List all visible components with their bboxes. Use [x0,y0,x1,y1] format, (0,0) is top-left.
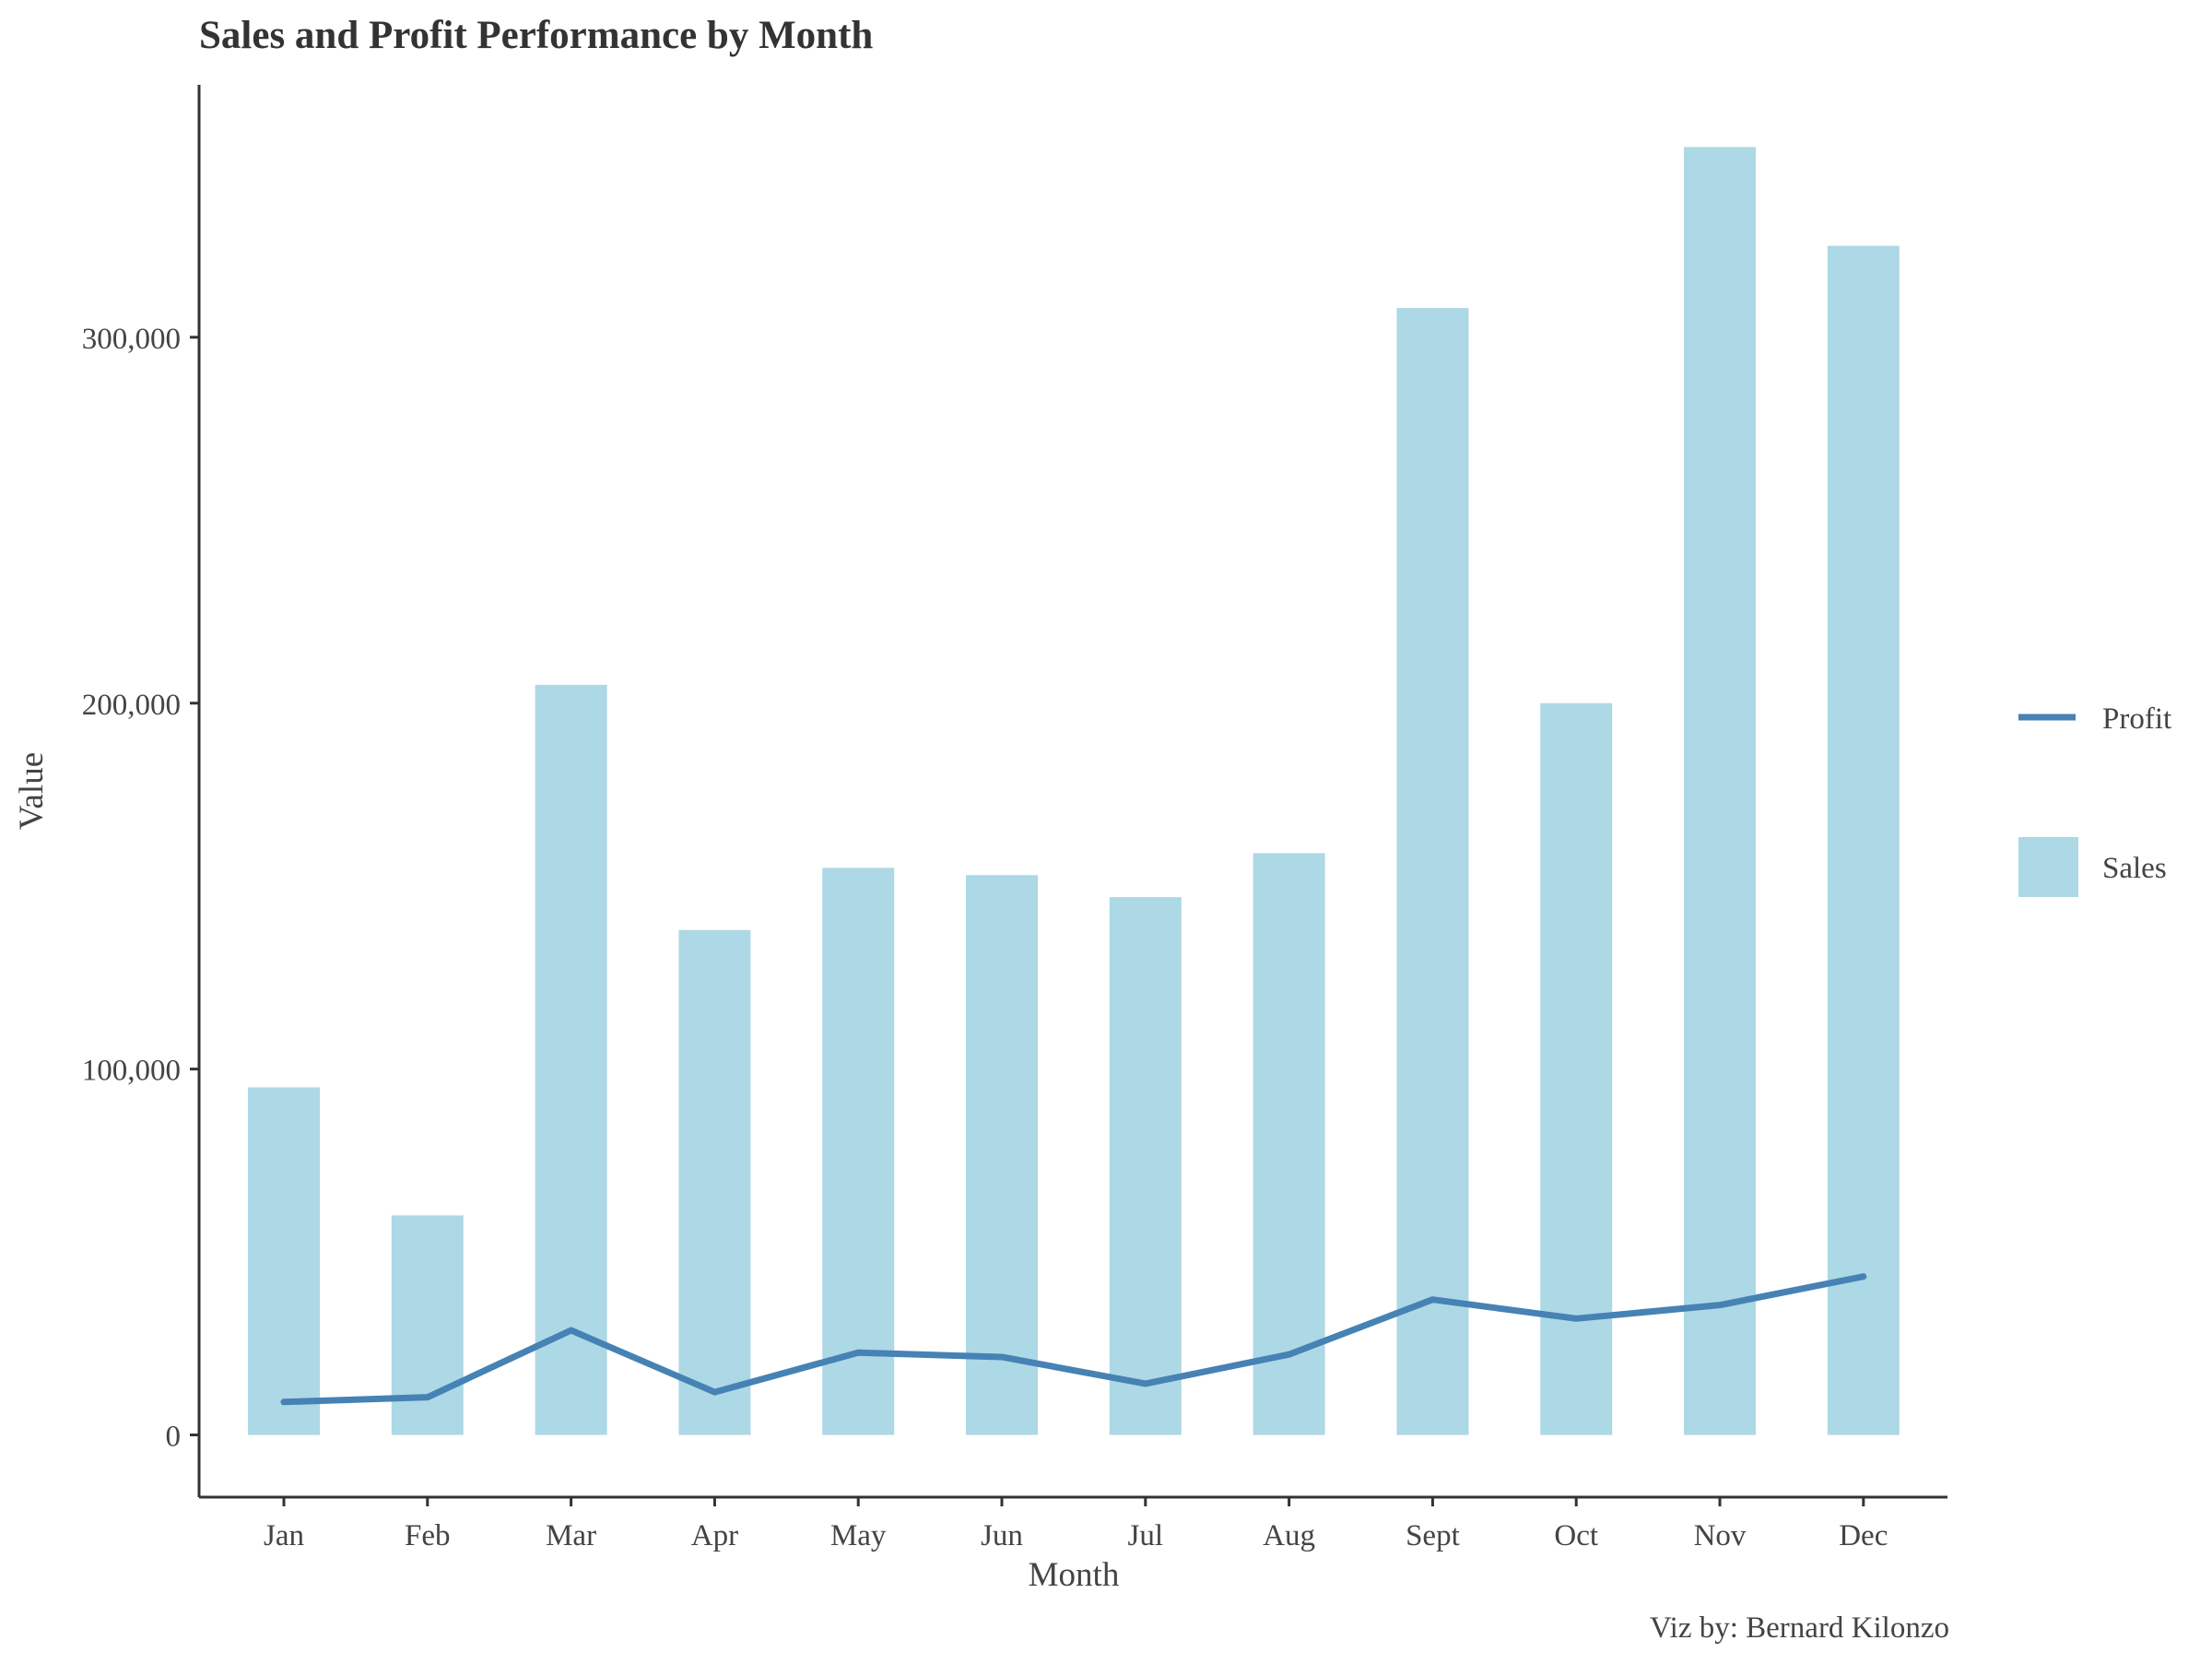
profit-line [280,1273,1867,1406]
legend-sales-label: Sales [2102,852,2167,885]
x-tick-label-nov: Nov [1694,1519,1747,1552]
x-tick-label-sept: Sept [1406,1519,1460,1552]
legend: Profit Sales [2018,702,2171,897]
legend-sales-swatch [2018,837,2078,897]
x-axis-title: Month [1029,1556,1120,1594]
x-tick-label-dec: Dec [1839,1519,1888,1552]
line-layer [280,1273,1867,1406]
sales-bar-nov [1684,147,1756,1435]
y-tick-label: 200,000 [82,689,181,722]
x-tick-label-aug: Aug [1263,1519,1315,1552]
sales-bar-feb [391,1215,464,1435]
x-tick-label-feb: Feb [405,1519,451,1552]
sales-bar-dec [1827,245,1900,1435]
y-ticks-layer: 0 100,000 200,000 300,000 [82,323,199,1454]
y-tick-label: 0 [166,1421,182,1454]
sales-bar-aug [1253,853,1325,1435]
legend-profit-label: Profit [2102,702,2171,736]
chart-caption: Viz by: Bernard Kilonzo [1650,1611,1949,1645]
sales-bar-jun [966,875,1038,1435]
chart-title: Sales and Profit Performance by Month [199,14,873,57]
x-tick-label-mar: Mar [546,1519,596,1552]
sales-bar-jan [248,1087,320,1435]
sales-bar-jul [1109,897,1182,1435]
sales-bar-mar [535,684,607,1435]
sales-bar-apr [678,929,751,1435]
y-axis-title: Value [13,752,51,830]
bars-layer [248,147,1900,1435]
sales-bar-oct [1540,702,1613,1435]
sales-bar-may [822,867,895,1435]
x-tick-label-may: May [830,1519,887,1552]
x-tick-label-oct: Oct [1554,1519,1598,1552]
y-tick-label: 100,000 [82,1055,181,1088]
x-tick-label-apr: Apr [691,1519,738,1552]
x-ticks-layer: Jan Feb Mar Apr May Jun Jul Aug Sept Oct Nov Dec [264,1497,1888,1552]
sales-bar-sept [1396,308,1469,1435]
x-tick-label-jun: Jun [981,1519,1023,1552]
x-tick-label-jan: Jan [264,1519,304,1552]
y-tick-label: 300,000 [82,323,181,356]
x-tick-label-jul: Jul [1128,1519,1164,1552]
